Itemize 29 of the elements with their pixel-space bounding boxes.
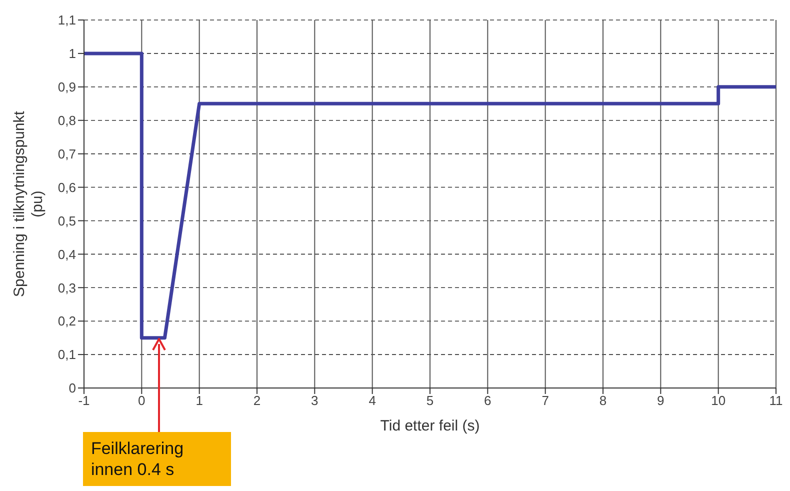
y-tick-label: 1 bbox=[68, 46, 76, 62]
x-tick-label: 1 bbox=[196, 393, 203, 408]
y-tick-label: 0,2 bbox=[58, 314, 76, 329]
y-tick-label: 0,6 bbox=[58, 180, 76, 195]
x-tick-label: 10 bbox=[711, 393, 726, 408]
x-tick-label: 9 bbox=[657, 393, 664, 408]
y-tick-label: 0,8 bbox=[58, 112, 76, 128]
x-tick-label: 3 bbox=[311, 393, 318, 408]
y-tick-label: 0,3 bbox=[58, 280, 76, 296]
x-tick-label: 8 bbox=[599, 393, 607, 408]
x-tick-label: 0 bbox=[138, 393, 146, 408]
x-tick-label: 2 bbox=[253, 393, 261, 408]
x-tick-label: 11 bbox=[769, 393, 783, 408]
y-tick-label: 0,4 bbox=[58, 246, 76, 262]
y-tick-label: 0 bbox=[68, 380, 76, 396]
x-tick-label: 5 bbox=[426, 393, 434, 408]
y-tick-label: 0,9 bbox=[58, 80, 76, 95]
y-tick-label: 0,7 bbox=[58, 146, 76, 162]
x-tick-label: -1 bbox=[78, 393, 90, 408]
annotation: Feilklarering innen 0.4 s bbox=[82, 432, 231, 486]
y-axis-title: Spenning i tilknytningspunkt (pu) bbox=[11, 110, 46, 297]
y-tick-label: 0,5 bbox=[58, 213, 76, 228]
y-tick-label: 1,1 bbox=[58, 12, 76, 28]
x-tick-label: 7 bbox=[542, 393, 549, 408]
line-series bbox=[84, 52, 776, 340]
y-tick-label: 0,1 bbox=[58, 347, 76, 362]
x-tick-label: 6 bbox=[484, 393, 492, 408]
x-tick-label: 4 bbox=[368, 393, 376, 408]
x-axis-title: Tid etter feil (s) bbox=[380, 418, 480, 435]
